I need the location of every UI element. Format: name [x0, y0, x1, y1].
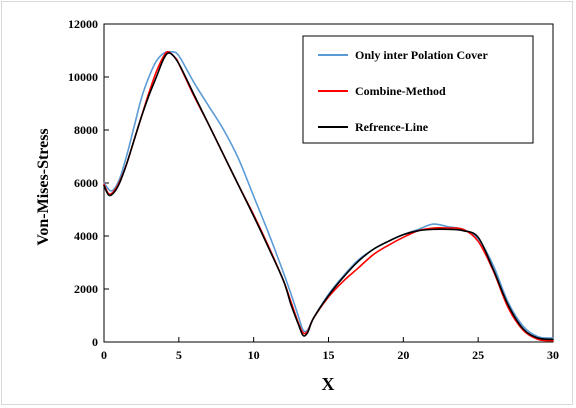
y-axis-ticks: 0 2000 4000 6000 8000 10000 12000: [68, 17, 109, 349]
series-layer: [103, 50, 554, 342]
x-tick-label: 10: [248, 348, 260, 362]
y-axis-title: Von-Mises-Stress: [35, 128, 52, 245]
x-axis-ticks: 0 5 10 15 20 25 30: [101, 337, 559, 362]
x-tick-label: 5: [176, 348, 182, 362]
y-tick-label: 12000: [68, 17, 98, 31]
legend: Only inter Polation Cover Combine-Method R…: [302, 35, 534, 144]
x-tick-label: 0: [101, 348, 107, 362]
x-tick-label: 20: [397, 348, 409, 362]
y-tick-label: 10000: [68, 70, 98, 84]
x-axis-title: X: [322, 374, 335, 394]
series-line-2: [103, 52, 554, 341]
y-tick-label: 8000: [74, 123, 98, 137]
x-tick-label: 25: [472, 348, 484, 362]
y-tick-label: 4000: [74, 229, 98, 243]
x-tick-label: 15: [323, 348, 335, 362]
legend-label: Refrence-Line: [355, 120, 429, 134]
legend-label: Only inter Polation Cover: [355, 48, 488, 62]
legend-label: Combine-Method: [355, 84, 446, 98]
y-tick-label: 0: [92, 335, 98, 349]
y-tick-label: 6000: [74, 176, 98, 190]
y-tick-label: 2000: [74, 282, 98, 296]
x-tick-label: 30: [547, 348, 559, 362]
legend-box: [302, 35, 534, 144]
